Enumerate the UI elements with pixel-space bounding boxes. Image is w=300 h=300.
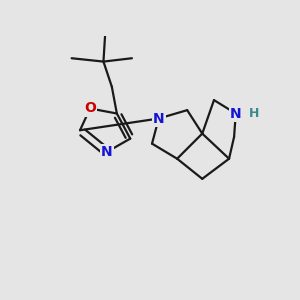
Text: N: N — [230, 106, 242, 121]
Text: N: N — [153, 112, 164, 125]
Text: H: H — [248, 107, 259, 120]
Text: O: O — [84, 101, 96, 116]
Text: N: N — [101, 145, 112, 159]
